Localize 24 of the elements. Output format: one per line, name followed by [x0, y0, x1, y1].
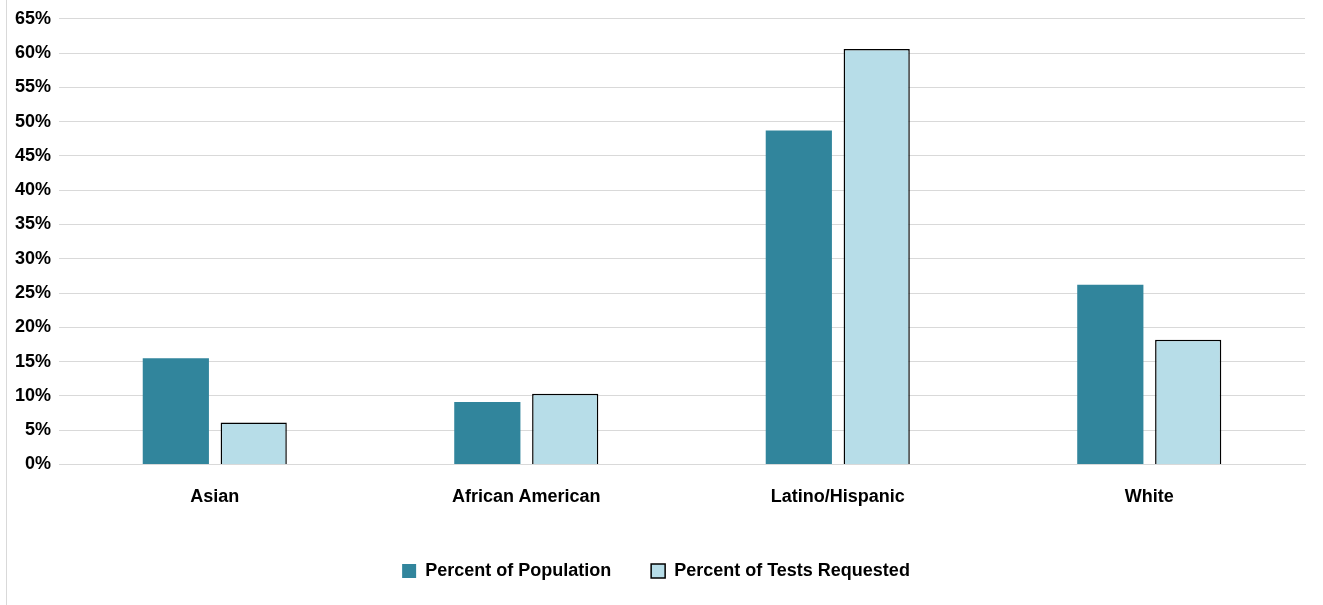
- y-tick-label: 45%: [15, 144, 52, 165]
- y-tick-label: 35%: [15, 213, 52, 234]
- bar: [454, 402, 521, 464]
- x-tick-label: Latino/Hispanic: [770, 486, 905, 507]
- y-tick-label: 15%: [15, 350, 52, 371]
- y-tick-label: 10%: [15, 384, 52, 405]
- y-tick-label: 40%: [15, 179, 52, 200]
- bar: [1077, 284, 1144, 464]
- y-tick-label: 30%: [15, 247, 52, 268]
- y-tick-label: 65%: [15, 7, 52, 28]
- y-tick-label: 0%: [25, 453, 52, 474]
- x-tick-label: White: [1124, 486, 1174, 507]
- legend-label: Percent of Population: [425, 559, 612, 580]
- bar: [142, 358, 209, 464]
- y-tick-label: 55%: [15, 76, 52, 97]
- y-tick-label: 60%: [15, 42, 52, 63]
- y-tick-label: 5%: [25, 419, 52, 440]
- legend-label: Percent of Tests Requested: [674, 559, 910, 580]
- bar: [765, 130, 832, 464]
- x-tick-label: Asian: [190, 486, 240, 507]
- y-tick-label: 25%: [15, 281, 52, 302]
- y-tick-label: 50%: [15, 110, 52, 131]
- x-tick-label: African American: [452, 486, 601, 507]
- y-tick-label: 20%: [15, 316, 52, 337]
